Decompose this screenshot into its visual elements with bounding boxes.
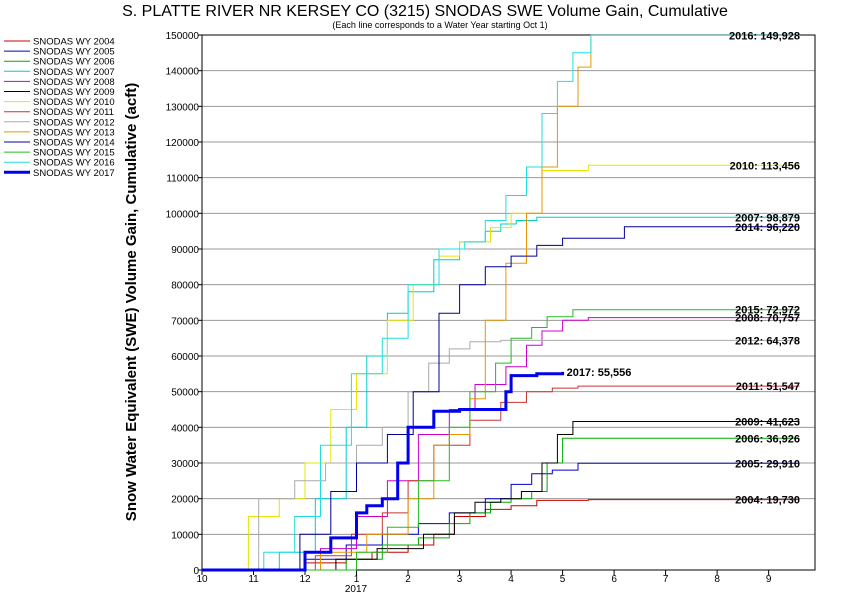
- series-end-label: 2005: 29,910: [735, 458, 800, 470]
- series-line-snodas-wy-2005: [202, 462, 800, 571]
- series-end-label: 2014: 96,220: [735, 222, 800, 234]
- x-tick-label: 8: [714, 574, 720, 585]
- series-end-label: 2015: 72,972: [735, 305, 800, 317]
- y-tick-label: 140000: [166, 67, 200, 78]
- series-line-snodas-wy-2006: [202, 437, 800, 571]
- grid: [202, 34, 815, 535]
- series-end-label: 2016: 149,928: [729, 30, 800, 42]
- series-end-label: 2011: 51,547: [736, 381, 800, 393]
- series-line-snodas-wy-2013: [202, 38, 592, 571]
- series-end-label: 2004: 19,730: [735, 495, 800, 507]
- x-tick-label: 11: [248, 574, 259, 585]
- y-tick-label: 20000: [171, 495, 199, 506]
- legend-item-label: SNODAS WY 2011: [33, 107, 114, 118]
- legend-item-label: SNODAS WY 2015: [33, 148, 115, 159]
- y-tick-label: 60000: [171, 352, 199, 363]
- y-tick-label: 70000: [171, 316, 199, 327]
- x-tick-label: 2: [405, 574, 411, 585]
- y-tick-label: 90000: [171, 245, 199, 256]
- x-tick-label: 6: [611, 574, 617, 585]
- y-tick-label: 110000: [166, 174, 199, 185]
- series-line-snodas-wy-2017: [202, 371, 565, 572]
- series-end-label: 2006: 36,926: [735, 433, 800, 445]
- series-end-label: 2017: 55,556: [567, 367, 632, 379]
- x-tick-label: 9: [766, 574, 772, 585]
- x-tick-label: 1: [354, 574, 360, 585]
- legend-item-label: SNODAS WY 2013: [33, 127, 115, 138]
- series-line-snodas-wy-2014: [202, 226, 800, 571]
- y-tick-label: 120000: [166, 138, 200, 149]
- series-end-label: 2007: 98,879: [735, 212, 800, 224]
- y-tick-label: 150000: [166, 31, 200, 42]
- end-labels: 2004: 19,730 2005: 29,910 2006: 36,926 2007…: [567, 30, 800, 506]
- legend-item-label: SNODAS WY 2007: [33, 67, 115, 78]
- series-end-label: 2008: 70,757: [735, 313, 800, 325]
- series-line-snodas-wy-2015: [202, 309, 800, 571]
- series-line-snodas-wy-2011: [202, 385, 800, 571]
- plot-area: [201, 34, 816, 571]
- legend-item-label: SNODAS WY 2009: [33, 87, 115, 98]
- series-lines: [202, 34, 800, 572]
- series-line-snodas-wy-2008: [202, 317, 800, 571]
- x-tick-label: 10: [196, 574, 208, 585]
- y-axis: 0 10000 20000 30000 40000 50000 60000 70000 8000…: [166, 31, 202, 577]
- series-line-snodas-wy-2012: [202, 339, 800, 571]
- legend-item-label: SNODAS WY 2008: [33, 77, 115, 88]
- x-tick-label: 3: [457, 574, 463, 585]
- x-tick-label: 4: [508, 574, 514, 585]
- y-tick-label: 80000: [171, 281, 199, 292]
- legend-item-label: SNODAS WY 2006: [33, 57, 115, 68]
- legend-item-label: SNODAS WY 2014: [33, 138, 115, 149]
- y-tick-label: 50000: [171, 388, 199, 399]
- x-tick-label: 5: [560, 574, 566, 585]
- series-line-snodas-wy-2010: [202, 164, 800, 571]
- chart-title: S. PLATTE RIVER NR KERSEY CO (3215) SNOD…: [122, 3, 728, 20]
- series-line-snodas-wy-2009: [202, 421, 800, 571]
- series-end-label: 2010: 113,456: [730, 160, 800, 172]
- y-axis-label: Snow Water Equivalent (SWE) Volume Gain,…: [123, 83, 140, 521]
- y-tick-label: 40000: [171, 423, 199, 434]
- y-tick-label: 30000: [171, 459, 199, 470]
- x-tick-label: 7: [663, 574, 669, 585]
- legend-item-label: SNODAS WY 2016: [33, 158, 115, 169]
- series-line-snodas-wy-2007: [202, 216, 800, 571]
- legend-item-label: SNODAS WY 2004: [33, 37, 115, 48]
- x-axis: 10 11 12 1 2 3 4 5 6 7 8 9: [196, 570, 772, 585]
- series-end-label: 2012: 64,378: [735, 335, 800, 347]
- legend-item-label: SNODAS WY 2017: [33, 168, 115, 179]
- x-year-label: 2017: [345, 584, 368, 595]
- chart-subtitle: (Each line corresponds to a Water Year s…: [332, 20, 547, 30]
- x-tick-label: 12: [299, 574, 311, 585]
- y-tick-label: 130000: [166, 102, 200, 113]
- y-tick-label: 10000: [171, 530, 199, 541]
- y-tick-label: 100000: [166, 209, 200, 220]
- series-end-label: 2009: 41,623: [735, 417, 800, 429]
- legend-item-label: SNODAS WY 2010: [33, 97, 115, 108]
- legend-item-label: SNODAS WY 2005: [33, 47, 115, 58]
- legend-item-label: SNODAS WY 2012: [33, 117, 115, 128]
- series-line-snodas-wy-2016: [202, 34, 800, 571]
- y-tick-label: 0: [193, 566, 199, 577]
